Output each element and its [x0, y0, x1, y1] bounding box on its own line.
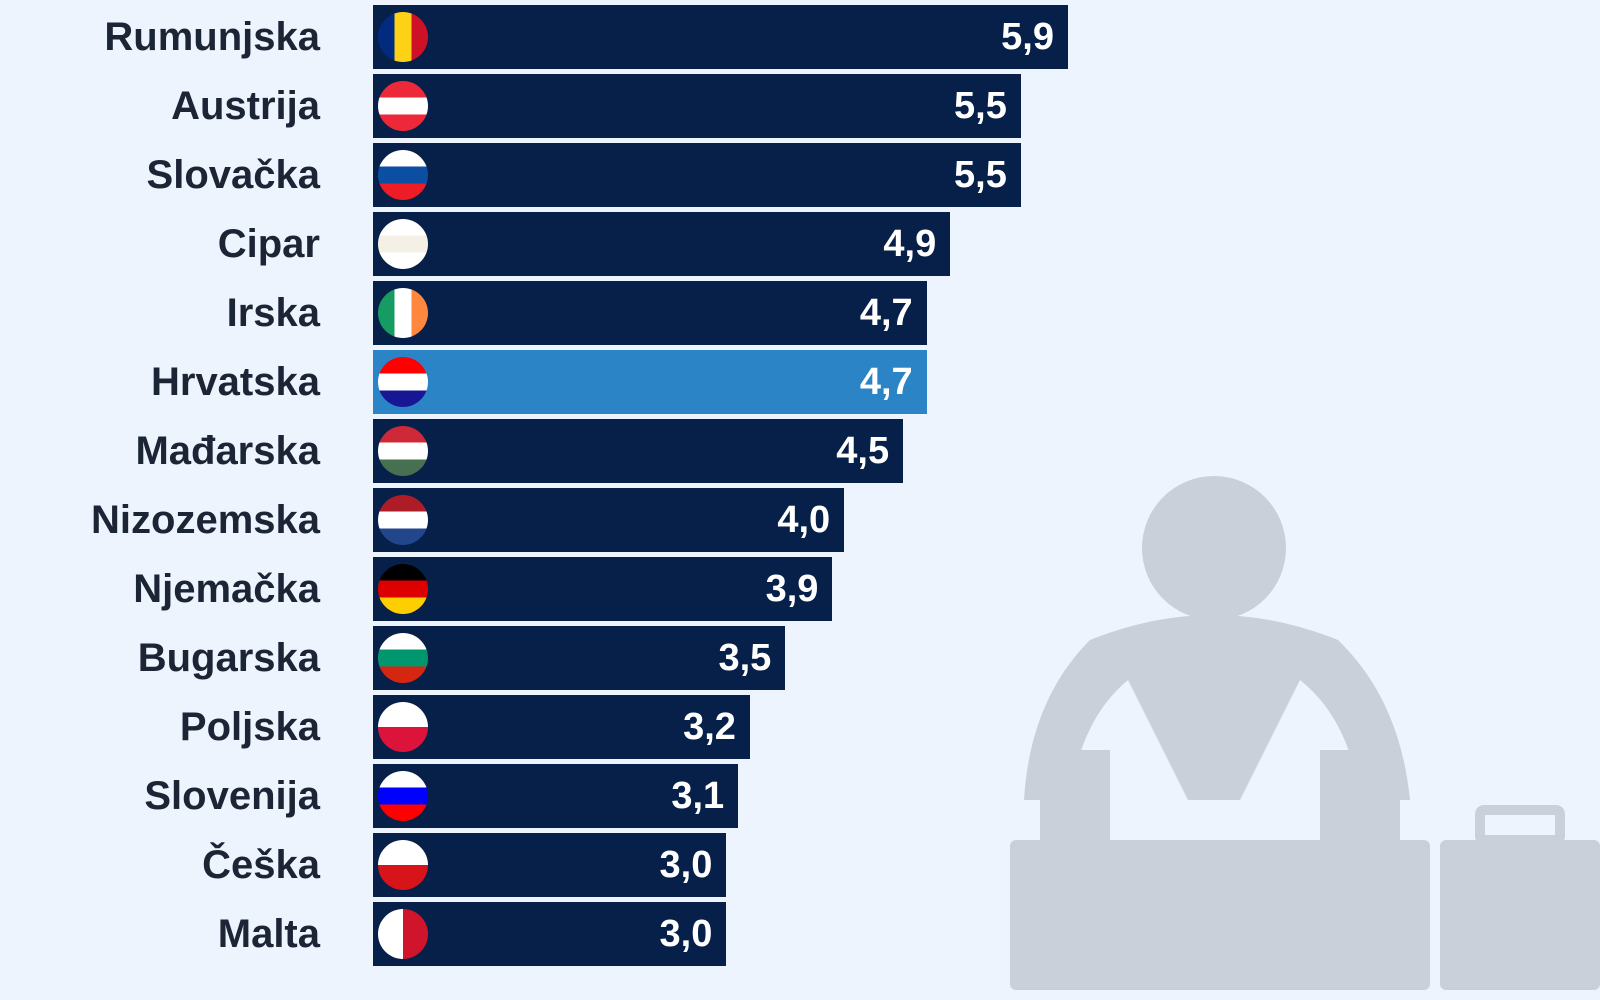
bar-row: Bugarska 3,5: [0, 626, 1600, 690]
flag-icon: [378, 495, 428, 545]
bar-row: Austrija 5,5: [0, 74, 1600, 138]
bar-row: Poljska 3,2: [0, 695, 1600, 759]
bar: 4,0: [373, 488, 845, 552]
bar-row: Nizozemska 4,0: [0, 488, 1600, 552]
bar: 4,9: [373, 212, 951, 276]
value-label: 3,2: [683, 706, 736, 748]
flag-icon: [378, 702, 428, 752]
category-label: Rumunjska: [104, 15, 320, 59]
category-label: Njemačka: [133, 567, 320, 611]
bar: 5,5: [373, 74, 1021, 138]
flag-icon: [378, 426, 428, 476]
bar-row: Cipar 4,9: [0, 212, 1600, 276]
bar: 5,9: [373, 5, 1068, 69]
value-label: 5,9: [1001, 16, 1054, 58]
flag-icon: [378, 633, 428, 683]
category-label: Slovenija: [144, 774, 320, 818]
bar-row: Mađarska 4,5: [0, 419, 1600, 483]
value-label: 3,5: [718, 637, 772, 679]
value-label: 4,9: [883, 223, 937, 265]
bar-row: Slovenija 3,1: [0, 764, 1600, 828]
flag-icon: [378, 564, 428, 614]
value-label: 4,7: [859, 292, 913, 334]
flag-icon: [378, 81, 428, 131]
flag-icon: [378, 909, 428, 959]
bar: 3,9: [373, 557, 833, 621]
bar: 4,7: [373, 281, 927, 345]
value-label: 3,0: [659, 844, 713, 886]
sad-businessman-illustration: [1010, 476, 1600, 990]
category-label: Cipar: [217, 222, 320, 266]
bar-row: Slovačka 5,5: [0, 143, 1600, 207]
bar: 5,5: [373, 143, 1021, 207]
bar: 3,0: [373, 833, 727, 897]
value-label: 4,0: [777, 499, 831, 541]
category-label: Slovačka: [146, 153, 320, 197]
bar: 3,0: [373, 902, 727, 966]
category-label: Poljska: [179, 705, 320, 749]
bar: 3,5: [373, 626, 786, 690]
category-label: Nizozemska: [91, 498, 320, 542]
bar: 4,5: [373, 419, 904, 483]
category-label: Bugarska: [137, 636, 320, 680]
value-label: 3,1: [671, 775, 725, 817]
flag-icon: [378, 150, 428, 200]
bar-row: Malta 3,0: [0, 902, 1600, 966]
category-label: Malta: [217, 912, 320, 956]
flag-icon: [378, 357, 428, 407]
category-label: Češka: [202, 843, 320, 887]
flag-icon: [378, 12, 428, 62]
bar-row: Irska 4,7: [0, 281, 1600, 345]
category-label: Irska: [226, 291, 320, 335]
flag-icon: [378, 219, 428, 269]
value-label: 3,0: [659, 913, 713, 955]
value-label: 4,7: [859, 361, 913, 403]
bar: 4,7: [373, 350, 927, 414]
category-label: Hrvatska: [150, 360, 320, 404]
bar-row: Češka 3,0: [0, 833, 1600, 897]
value-label: 3,9: [765, 568, 819, 610]
flag-icon: [378, 840, 428, 890]
value-label: 5,5: [954, 154, 1007, 196]
bar: 3,2: [373, 695, 750, 759]
bar: 3,1: [373, 764, 739, 828]
category-label: Austrija: [171, 84, 320, 128]
bar-row: Rumunjska 5,9: [0, 5, 1600, 69]
flag-icon: [378, 288, 428, 338]
value-label: 5,5: [954, 85, 1007, 127]
bar-row: Hrvatska 4,7: [0, 350, 1600, 414]
bar-row: Njemačka 3,9: [0, 557, 1600, 621]
category-label: Mađarska: [135, 429, 320, 473]
value-label: 4,5: [836, 430, 890, 472]
flag-icon: [378, 771, 428, 821]
